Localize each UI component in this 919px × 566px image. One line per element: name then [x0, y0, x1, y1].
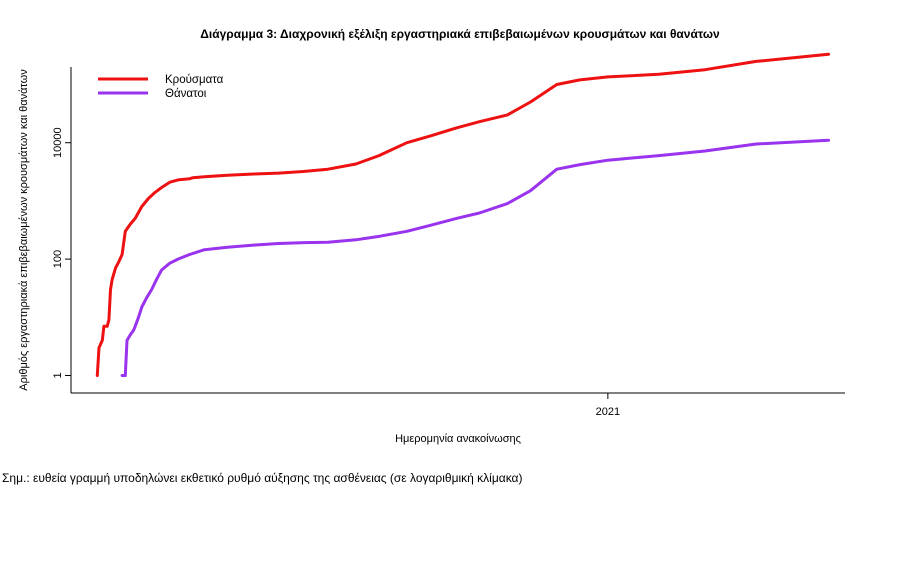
line-chart: Διάγραμμα 3: Διαχρονική εξέλιξη εργαστηρ…	[18, 27, 845, 445]
y-tick-label: 100	[52, 250, 64, 268]
x-ticks: 2021	[596, 393, 620, 418]
series-line-cases	[95, 52, 830, 377]
chart-legend: Κρούσματα Θάνατοι	[98, 74, 224, 100]
x-axis-label: Ημερομηνία ανακοίνωσης	[395, 433, 521, 445]
y-tick-label: 1	[52, 372, 64, 378]
y-axis-label: Αριθμός εργαστηριακά επιβεβαιωμένων κρου…	[18, 69, 30, 391]
legend-label: Θάνατοι	[165, 88, 207, 100]
chart-title: Διάγραμμα 3: Διαχρονική εξέλιξη εργαστηρ…	[200, 27, 720, 41]
y-ticks: 1 100 10000	[52, 127, 71, 379]
legend-label: Κρούσματα	[165, 74, 224, 86]
x-tick-label: 2021	[596, 406, 620, 418]
y-tick-label: 10000	[52, 127, 64, 158]
chart-axes	[70, 67, 845, 394]
series-lines	[95, 52, 830, 377]
series-line-deaths	[120, 138, 830, 377]
footnote: Σημ.: ευθεία γραμμή υποδηλώνει εκθετικό …	[2, 471, 523, 485]
